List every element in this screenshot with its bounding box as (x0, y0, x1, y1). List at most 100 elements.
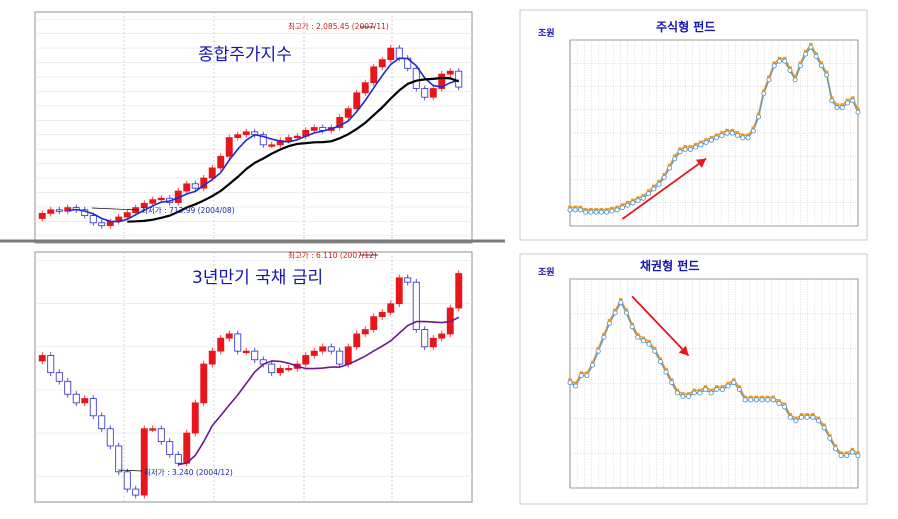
candle-up (370, 316, 378, 330)
fund-marker-circle (661, 174, 667, 180)
fund-marker-circle (844, 453, 850, 459)
candle-down (268, 363, 276, 374)
candle-down (106, 428, 114, 447)
fund-marker-circle (849, 449, 855, 455)
yield-low-pointer (117, 469, 143, 472)
candle-up (370, 66, 378, 84)
candle-up (310, 127, 318, 131)
candle-up (446, 70, 454, 75)
yield-moving-average (178, 316, 460, 466)
kospi-index-chart: 종합주가지수 최고가 : 2,085.45 (2007/11) 최저가 : 71… (0, 11, 505, 244)
fund-marker-circle (753, 397, 759, 403)
fund-marker-circle (697, 390, 703, 396)
fund-marker-circle (797, 63, 803, 69)
fund-marker-circle (776, 58, 783, 64)
candle-up (157, 197, 165, 201)
fund-marker-circle (748, 397, 754, 403)
bond-fund-chart: 채권형 펀드 조원 (519, 253, 868, 505)
fund-marker-circle (755, 114, 762, 120)
equity-fund-unit: 조원 (538, 27, 555, 39)
equity-fund-title: 주식형 펀드 (656, 19, 715, 34)
fund-marker-circle (687, 146, 693, 152)
kospi-title: 종합주가지수 (198, 45, 292, 65)
candle-up (183, 432, 191, 464)
fund-marker-circle (761, 91, 767, 97)
fund-marker-circle (686, 393, 692, 400)
fund-marker-circle (745, 135, 751, 141)
fund-marker-circle (593, 209, 599, 215)
candle-up (81, 398, 89, 404)
fund-marker-circle (735, 132, 741, 139)
fund-marker-circle (682, 146, 688, 152)
candle-down (259, 134, 267, 146)
candle-up (140, 202, 148, 209)
fund-marker-circle (601, 334, 607, 340)
candle-up (47, 209, 55, 214)
fund-marker-circle (578, 372, 584, 379)
trend-arrow-shaft (621, 157, 707, 220)
kospi-high-label: 최고가 : 2,085.45 (2007/11) (288, 21, 389, 31)
fund-marker-circle (855, 109, 861, 115)
candle-down (421, 88, 429, 98)
equity-fund-trend-arrow (621, 157, 707, 220)
fund-marker-circle (827, 435, 833, 441)
fund-marker-circle (742, 397, 748, 403)
candle-up (183, 183, 191, 192)
fund-marker-circle (765, 397, 771, 403)
candle-down (234, 333, 242, 352)
equity-fund-gridlines (570, 39, 858, 227)
candle-up (293, 135, 301, 139)
candle-down (174, 454, 182, 464)
fund-marker-circle (787, 67, 793, 73)
candle-up (208, 350, 216, 365)
fund-marker-circle (635, 334, 641, 340)
candle-down (115, 445, 123, 473)
candle-down (64, 380, 72, 395)
kospi-long-moving-average (127, 76, 460, 223)
fund-marker-circle (666, 165, 673, 171)
kospi-short-moving-average (67, 57, 460, 223)
candle-down (55, 372, 63, 382)
fund-marker-circle (850, 98, 856, 104)
fund-marker-circle (657, 359, 663, 365)
fund-marker-circle (803, 51, 809, 57)
candle-up (455, 273, 463, 309)
candle-up (285, 137, 293, 141)
fund-marker-circle (770, 397, 776, 403)
candle-down (89, 398, 97, 417)
candle-up (208, 167, 216, 179)
fund-marker-circle (572, 207, 578, 213)
fund-marker-circle (810, 414, 816, 420)
candle-up (429, 337, 437, 348)
yield-high-label: 최고가 : 6.110 (2007/12) (288, 250, 377, 260)
yield-low-label: 최저가 : 3.240 (2004/12) (144, 467, 233, 477)
candle-up (353, 92, 361, 110)
fund-marker-circle (619, 205, 625, 211)
fund-marker-circle (714, 135, 720, 141)
fund-marker-circle (625, 202, 631, 208)
fund-marker-circle (782, 404, 788, 410)
trend-arrow-shaft (631, 295, 690, 357)
trend-arrow-head (678, 345, 689, 356)
bond-fund-gridlines (570, 278, 858, 489)
fund-marker-circle (677, 149, 683, 155)
candle-down (251, 350, 259, 361)
candle-up (234, 134, 242, 139)
candle-up (123, 212, 131, 218)
fund-marker-circle (573, 383, 579, 389)
candle-up (225, 333, 233, 339)
fund-marker-circle (604, 209, 610, 215)
candle-up (361, 82, 369, 94)
candle-up (140, 428, 148, 496)
candle-down (421, 329, 429, 348)
fund-marker-circle (776, 400, 782, 406)
fund-marker-circle (708, 390, 714, 396)
candle-up (242, 350, 250, 354)
candle-up (353, 333, 361, 348)
candle-down (55, 209, 63, 212)
fund-marker-circle (766, 77, 772, 83)
candle-up (438, 73, 446, 89)
fund-marker-circle (663, 369, 669, 375)
fund-marker-circle (804, 414, 810, 420)
